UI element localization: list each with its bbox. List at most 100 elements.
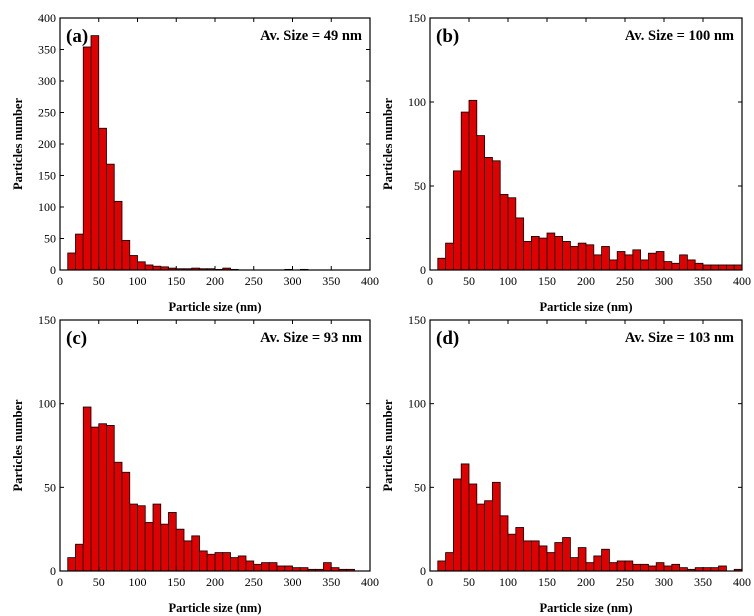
bar-d-3 (460, 463, 470, 572)
bar-b-34 (702, 264, 712, 271)
bar-d-5 (476, 503, 485, 572)
bar-d-7 (491, 481, 501, 572)
bar-d-0 (437, 560, 446, 572)
bar-d-28 (655, 562, 665, 572)
bar-d-6 (484, 500, 493, 572)
y-tick-label-d-1: 50 (414, 480, 426, 494)
bar-d-15 (554, 542, 563, 572)
bar-d-36 (718, 565, 727, 572)
bar-b-19 (585, 244, 595, 271)
bar-b-30 (671, 262, 680, 271)
bar-b-20 (593, 254, 602, 271)
bar-a-6 (113, 200, 123, 271)
panel-d: 0 50 100 150 200 250 300 350 400 0 50 100 150 Particl… (381, 313, 751, 615)
bar-c-3 (90, 426, 100, 572)
bar-c-23 (245, 560, 255, 572)
bar-d-22 (609, 562, 618, 572)
bar-b-9 (507, 197, 517, 271)
bar-d-2 (452, 478, 462, 572)
bar-b-27 (648, 252, 657, 271)
bar-c-20 (222, 552, 231, 572)
bar-b-4 (468, 99, 478, 271)
x-tick-label-b-6: 300 (655, 274, 673, 288)
x-axis-label-a: Particle size (nm) (168, 300, 261, 314)
bar-c-9 (137, 505, 146, 572)
y-axis-label-c: Particles number (11, 399, 25, 491)
x-tick-label-d-0: 0 (427, 575, 433, 589)
y-tick-label-c-1: 50 (44, 480, 56, 494)
bar-c-13 (168, 512, 177, 572)
bar-b-38 (733, 264, 743, 271)
bar-c-16 (191, 535, 200, 572)
bar-b-5 (476, 135, 485, 271)
bar-b-33 (694, 262, 704, 271)
y-tick-label-a-0: 0 (50, 263, 56, 277)
bar-c-2 (82, 406, 92, 572)
x-tick-label-b-2: 100 (499, 274, 517, 288)
bar-d-9 (507, 533, 517, 572)
bar-a-5 (106, 163, 115, 271)
bar-a-9 (137, 261, 146, 271)
bar-d-23 (616, 560, 626, 572)
y-tick-label-c-3: 150 (38, 313, 56, 327)
y-tick-label-a-6: 300 (38, 74, 56, 88)
bar-c-17 (199, 550, 208, 572)
bar-a-0 (67, 252, 76, 271)
bar-a-7 (121, 239, 131, 271)
bar-c-11 (152, 503, 162, 572)
x-tick-label-a-8: 400 (361, 274, 379, 288)
bar-b-2 (452, 170, 462, 271)
bar-c-12 (160, 523, 169, 572)
bar-c-5 (106, 425, 115, 572)
bar-c-19 (214, 552, 224, 572)
x-tick-label-d-6: 300 (655, 575, 673, 589)
bar-d-16 (562, 537, 571, 572)
y-tick-label-c-0: 0 (50, 564, 56, 578)
x-tick-label-a-4: 200 (206, 274, 224, 288)
x-tick-label-b-8: 400 (733, 274, 751, 288)
x-tick-label-c-8: 400 (361, 575, 379, 589)
bar-c-24 (253, 563, 262, 572)
bar-c-28 (284, 565, 293, 572)
bar-b-3 (460, 111, 470, 271)
bar-d-10 (515, 527, 524, 572)
bar-c-1 (75, 543, 84, 572)
bar-d-27 (648, 565, 657, 572)
x-tick-label-a-3: 150 (167, 274, 185, 288)
panel-a: 0 50 100 150 200 250 300 350 400 0 50 100 150 200 250 3… (11, 11, 379, 314)
bar-b-36 (718, 264, 727, 271)
bar-c-18 (206, 553, 216, 572)
bar-d-26 (640, 563, 649, 572)
y-tick-label-a-1: 50 (44, 232, 56, 246)
bar-b-15 (554, 235, 563, 271)
y-tick-label-a-2: 100 (38, 200, 56, 214)
x-tick-label-d-8: 400 (733, 575, 751, 589)
x-tick-label-c-5: 250 (245, 575, 263, 589)
bar-b-13 (538, 237, 548, 271)
bar-b-14 (546, 232, 556, 271)
x-axis-label-c: Particle size (nm) (168, 601, 261, 615)
x-tick-label-d-5: 250 (616, 575, 634, 589)
x-tick-label-a-6: 300 (284, 274, 302, 288)
x-tick-label-a-1: 50 (93, 274, 105, 288)
bar-b-35 (710, 264, 719, 271)
x-tick-label-c-3: 150 (167, 575, 185, 589)
bar-b-31 (679, 254, 688, 271)
bar-b-17 (570, 246, 579, 271)
bar-d-25 (632, 563, 641, 572)
x-tick-label-d-1: 50 (463, 575, 475, 589)
bar-d-4 (468, 483, 478, 572)
x-tick-label-d-2: 100 (499, 575, 517, 589)
bar-a-1 (75, 233, 84, 271)
bar-d-17 (570, 557, 579, 572)
bar-b-23 (616, 251, 626, 271)
x-tick-label-b-1: 50 (463, 274, 475, 288)
y-tick-label-d-3: 150 (408, 313, 426, 327)
bar-c-10 (144, 522, 154, 572)
bar-d-20 (593, 555, 602, 572)
y-tick-label-b-3: 150 (408, 11, 426, 25)
bar-b-10 (515, 217, 524, 271)
panel-c: 0 50 100 150 200 250 300 350 400 0 50 100 150 Particl… (11, 313, 379, 615)
y-tick-label-a-7: 350 (38, 43, 56, 57)
